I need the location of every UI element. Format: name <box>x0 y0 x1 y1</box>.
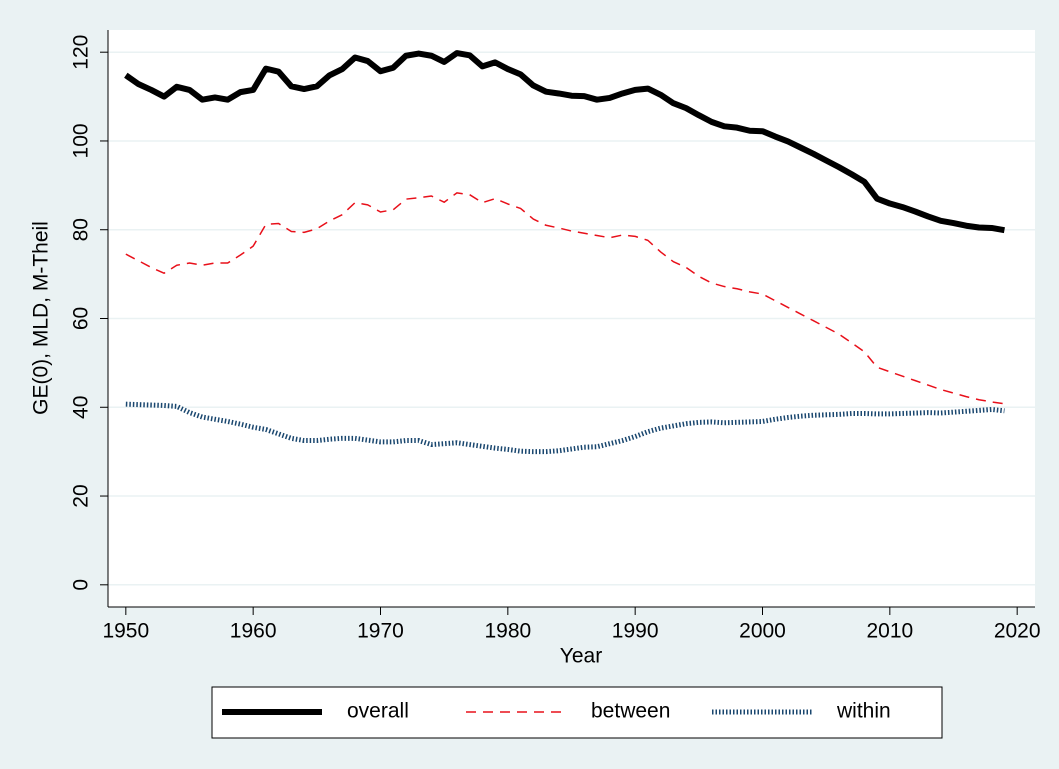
legend-label: overall <box>347 700 409 723</box>
y-tick-label: 20 <box>70 484 93 507</box>
x-tick-label: 2000 <box>739 620 786 643</box>
y-tick-label: 0 <box>70 579 93 591</box>
x-tick-label: 1990 <box>612 620 659 643</box>
y-tick-label: 100 <box>70 123 93 158</box>
x-tick-label: 1960 <box>230 620 277 643</box>
y-tick-label: 120 <box>70 35 93 70</box>
legend-label: between <box>591 700 670 723</box>
legend-label: within <box>836 700 891 723</box>
x-axis-label: Year <box>560 645 602 668</box>
x-tick-label: 1980 <box>484 620 531 643</box>
y-axis-label: GE(0), MLD, M-Theil <box>30 221 53 415</box>
x-tick-label: 2020 <box>994 620 1041 643</box>
x-tick-label: 1970 <box>357 620 404 643</box>
x-tick-label: 2010 <box>866 620 913 643</box>
line-between <box>125 192 1005 405</box>
y-tick-label: 80 <box>70 218 93 241</box>
y-tick-label: 40 <box>70 396 93 419</box>
line-overall <box>124 50 1005 234</box>
line-within <box>125 401 1005 455</box>
x-tick-label: 1950 <box>102 620 149 643</box>
legend-box <box>211 686 943 739</box>
y-tick-label: 60 <box>70 307 93 330</box>
